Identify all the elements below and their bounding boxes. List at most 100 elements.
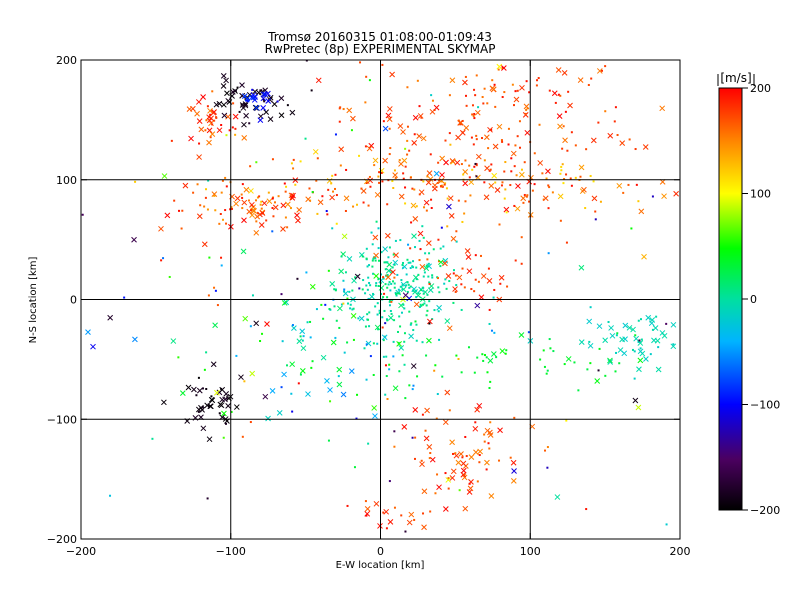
data-point bbox=[444, 139, 447, 142]
data-point bbox=[457, 357, 460, 360]
data-point-x bbox=[209, 397, 216, 404]
data-point bbox=[429, 452, 432, 455]
data-point bbox=[362, 279, 365, 282]
data-point bbox=[406, 139, 409, 142]
data-point bbox=[209, 113, 212, 116]
data-point bbox=[486, 102, 489, 105]
data-point bbox=[481, 353, 484, 356]
data-point bbox=[470, 136, 473, 139]
data-point bbox=[471, 168, 474, 171]
data-point-x bbox=[511, 468, 517, 474]
data-point bbox=[622, 191, 625, 194]
data-point bbox=[382, 339, 385, 342]
data-point bbox=[464, 159, 467, 162]
data-point bbox=[327, 439, 330, 442]
data-point-x bbox=[426, 170, 433, 177]
data-point bbox=[522, 201, 525, 204]
data-point bbox=[561, 147, 564, 150]
data-point bbox=[386, 261, 389, 264]
data-point bbox=[425, 304, 428, 307]
data-point bbox=[567, 90, 570, 93]
data-point-x bbox=[619, 336, 626, 343]
data-point bbox=[297, 382, 300, 385]
data-point bbox=[382, 355, 385, 358]
data-point bbox=[469, 194, 472, 197]
data-point bbox=[488, 169, 491, 172]
data-point-x bbox=[207, 107, 213, 114]
data-point-x bbox=[410, 202, 417, 209]
data-point-x bbox=[490, 86, 497, 93]
data-point-x bbox=[291, 325, 297, 332]
data-point-x bbox=[456, 274, 463, 281]
data-point bbox=[627, 183, 630, 186]
data-point bbox=[381, 316, 384, 319]
data-point bbox=[373, 164, 376, 167]
data-point-x bbox=[234, 195, 241, 202]
data-point bbox=[428, 281, 431, 284]
data-point bbox=[574, 176, 577, 179]
data-point bbox=[443, 282, 446, 285]
data-point bbox=[543, 365, 546, 368]
data-point bbox=[473, 371, 476, 374]
data-point bbox=[637, 319, 640, 322]
data-point-x bbox=[378, 277, 385, 284]
data-point bbox=[434, 492, 437, 495]
data-point bbox=[338, 120, 341, 123]
data-point bbox=[408, 286, 411, 289]
data-point bbox=[498, 459, 501, 462]
data-point bbox=[334, 187, 337, 190]
data-point-x bbox=[486, 278, 493, 284]
data-point bbox=[507, 143, 510, 146]
data-point bbox=[651, 195, 654, 198]
data-point bbox=[525, 195, 528, 198]
data-point bbox=[460, 163, 463, 166]
data-point-x bbox=[387, 519, 394, 525]
data-point-x bbox=[412, 216, 419, 222]
data-point bbox=[380, 171, 383, 174]
data-point bbox=[231, 126, 234, 129]
data-point-x bbox=[449, 439, 455, 446]
data-point-x bbox=[518, 332, 525, 338]
data-point bbox=[489, 421, 492, 424]
data-point-x bbox=[496, 63, 503, 70]
data-point-x bbox=[475, 153, 482, 160]
data-point bbox=[548, 89, 551, 92]
data-point bbox=[240, 193, 243, 196]
data-point bbox=[422, 236, 425, 239]
data-point bbox=[414, 436, 417, 439]
data-point bbox=[474, 278, 477, 281]
data-point bbox=[384, 283, 387, 286]
data-point bbox=[205, 387, 208, 390]
data-point bbox=[538, 123, 541, 126]
data-point bbox=[365, 247, 368, 250]
data-point-x bbox=[581, 186, 587, 193]
data-point bbox=[415, 339, 418, 342]
data-point-x bbox=[577, 77, 584, 83]
data-point bbox=[585, 508, 588, 511]
data-point-x bbox=[188, 135, 194, 142]
data-point-x bbox=[499, 348, 506, 354]
data-point bbox=[204, 196, 207, 199]
data-point-x bbox=[488, 493, 495, 499]
data-point-x bbox=[200, 425, 207, 432]
data-point-x bbox=[510, 459, 517, 466]
data-point-x bbox=[423, 435, 430, 442]
data-point bbox=[423, 271, 426, 274]
data-point bbox=[501, 66, 504, 69]
data-point-x bbox=[212, 322, 218, 329]
data-point bbox=[474, 421, 477, 424]
data-point-x bbox=[562, 137, 568, 144]
data-point-x bbox=[462, 79, 468, 86]
data-point bbox=[478, 461, 481, 464]
data-point-x bbox=[398, 193, 405, 200]
colorbar-tick-label: 100 bbox=[750, 188, 771, 201]
data-point bbox=[377, 175, 380, 178]
data-point-x bbox=[372, 234, 379, 241]
data-point bbox=[452, 452, 455, 455]
data-point-x bbox=[211, 109, 217, 115]
data-point bbox=[434, 364, 437, 367]
data-point bbox=[439, 185, 442, 188]
data-point-x bbox=[194, 110, 200, 117]
data-point bbox=[371, 259, 374, 262]
data-point-x bbox=[590, 137, 597, 144]
